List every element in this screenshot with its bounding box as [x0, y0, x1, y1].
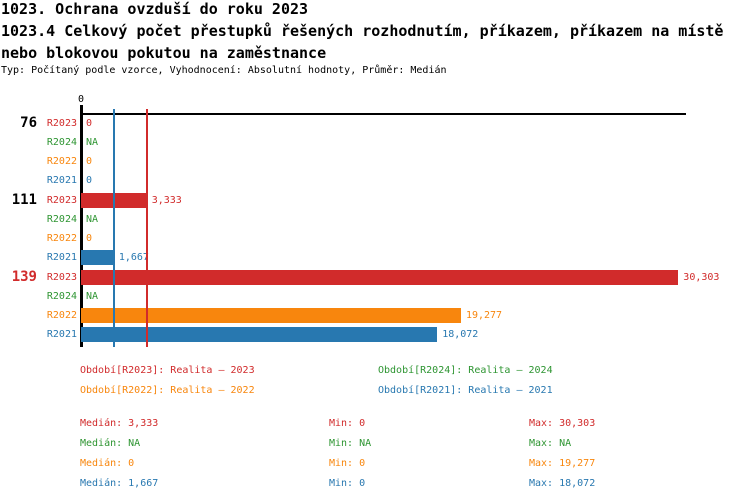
indicator-title-line1: 1023.4 Celkový počet přestupků řešených … [1, 22, 724, 40]
series-year-label: R2023 [46, 195, 77, 206]
bar-value-label: 0 [86, 156, 93, 167]
stat-min-r2022: Min: 0 [329, 458, 366, 469]
x-axis-line [80, 113, 686, 115]
bar-value-label: 30,303 [683, 272, 720, 283]
bar-value-label: 1,667 [118, 252, 149, 263]
stat-min-r2023: Min: 0 [329, 418, 366, 429]
legend-item-r2022: Období[R2022]: Realita – 2022 [80, 385, 255, 396]
series-year-label: R2024 [46, 137, 77, 148]
legend-item-r2024: Období[R2024]: Realita – 2024 [378, 365, 553, 376]
stat-min-r2021: Min: 0 [329, 478, 366, 489]
series-year-label: R2021 [46, 329, 77, 340]
bar-value-label: 0 [86, 233, 93, 244]
stat-median-r2024: Medián: NA [80, 438, 141, 449]
series-year-label: R2022 [46, 233, 77, 244]
bar-value-label: 0 [86, 175, 93, 186]
bar-value-label: 19,277 [465, 310, 503, 321]
bar-value-label: 3,333 [151, 195, 182, 206]
series-year-label: R2021 [46, 175, 77, 186]
series-year-label: R2024 [46, 214, 77, 225]
stat-median-r2022: Medián: 0 [80, 458, 135, 469]
series-year-label: R2023 [46, 118, 77, 129]
page-title: 1023. Ochrana ovzduší do roku 2023 [1, 0, 309, 18]
stat-max-r2024: Max: NA [529, 438, 572, 449]
series-year-label: R2024 [46, 291, 77, 302]
series-year-label: R2022 [46, 310, 77, 321]
stat-median-r2021: Medián: 1,667 [80, 478, 159, 489]
stat-max-r2022: Max: 19,277 [529, 458, 596, 469]
series-year-label: R2021 [46, 252, 77, 263]
bar-value-label: 18,072 [442, 329, 479, 340]
median-line-r2021 [112, 109, 115, 347]
bar-value-label: 0 [86, 118, 93, 129]
indicator-title-line2: nebo blokovou pokutou na zaměstnance [1, 44, 327, 62]
bar [81, 308, 461, 323]
y-axis-line [80, 105, 83, 347]
stat-max-r2023: Max: 30,303 [529, 418, 596, 429]
bar [81, 327, 438, 342]
stat-median-r2023: Medián: 3,333 [80, 418, 159, 429]
bar-value-label: NA [86, 291, 99, 302]
series-year-label: R2023 [46, 272, 77, 283]
indicator-meta: Typ: Počítaný podle vzorce, Vyhodnocení:… [1, 65, 447, 76]
bar-value-label: NA [86, 214, 99, 225]
group-label: 76 [20, 115, 37, 131]
group-label: 139 [11, 269, 37, 285]
legend-item-r2023: Období[R2023]: Realita – 2023 [80, 365, 255, 376]
legend-item-r2021: Období[R2021]: Realita – 2021 [378, 385, 553, 396]
bar [81, 250, 114, 265]
series-year-label: R2022 [46, 156, 77, 167]
median-line-r2023 [145, 109, 148, 347]
bar [81, 270, 679, 285]
stat-min-r2024: Min: NA [329, 438, 372, 449]
bar-value-label: NA [86, 137, 99, 148]
group-label: 111 [11, 192, 37, 208]
x-axis-zero-tick-label: 0 [77, 94, 85, 105]
stat-max-r2021: Max: 18,072 [529, 478, 596, 489]
